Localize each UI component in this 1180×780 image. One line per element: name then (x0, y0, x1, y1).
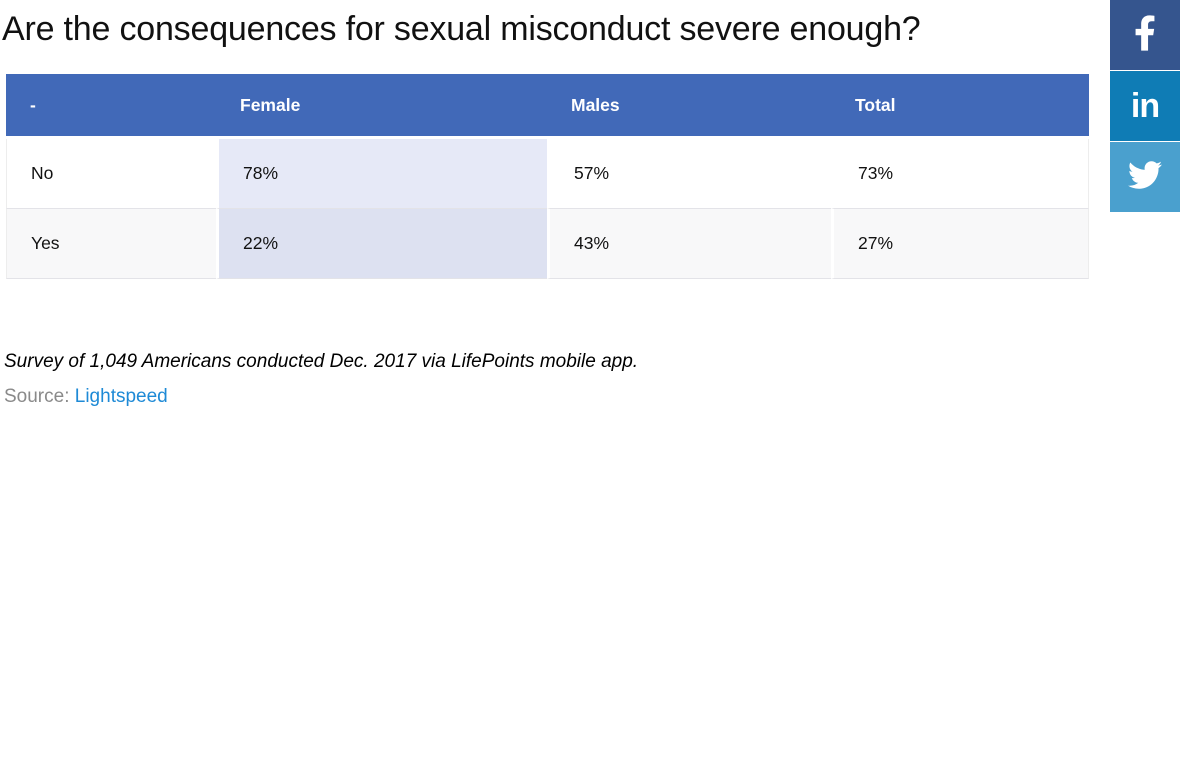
cell-no-female: 78% (216, 139, 547, 209)
row-label-no: No (6, 139, 216, 209)
cell-no-males: 57% (547, 139, 831, 209)
twitter-icon (1125, 158, 1165, 197)
survey-results-table: - Female Males Total No 78% 57% 73% Yes … (6, 74, 1089, 279)
source-line: Source: Lightspeed (4, 386, 1180, 408)
table-header-row: - Female Males Total (6, 74, 1089, 139)
cell-yes-males: 43% (547, 209, 831, 279)
row-label-yes: Yes (6, 209, 216, 279)
facebook-share-button[interactable] (1110, 0, 1180, 70)
twitter-share-button[interactable] (1110, 142, 1180, 212)
linkedin-share-button[interactable]: in (1110, 71, 1180, 141)
linkedin-icon: in (1130, 87, 1160, 125)
source-label: Source: (4, 386, 70, 407)
header-cell-total: Total (831, 74, 1089, 139)
cell-yes-female: 22% (216, 209, 547, 279)
header-cell-female: Female (216, 74, 547, 139)
survey-note: Survey of 1,049 Americans conducted Dec.… (4, 351, 639, 372)
header-cell-blank: - (6, 74, 216, 139)
cell-no-total: 73% (831, 139, 1089, 209)
facebook-icon (1134, 13, 1156, 58)
article-content: Are the consequences for sexual miscondu… (2, 10, 1180, 408)
page-title: Are the consequences for sexual miscondu… (2, 10, 921, 48)
header-cell-males: Males (547, 74, 831, 139)
cell-yes-total: 27% (831, 209, 1089, 279)
source-link[interactable]: Lightspeed (74, 386, 168, 407)
share-rail: in (1110, 0, 1180, 212)
table-row-yes: Yes 22% 43% 27% (6, 209, 1089, 279)
table-row-no: No 78% 57% 73% (6, 139, 1089, 209)
